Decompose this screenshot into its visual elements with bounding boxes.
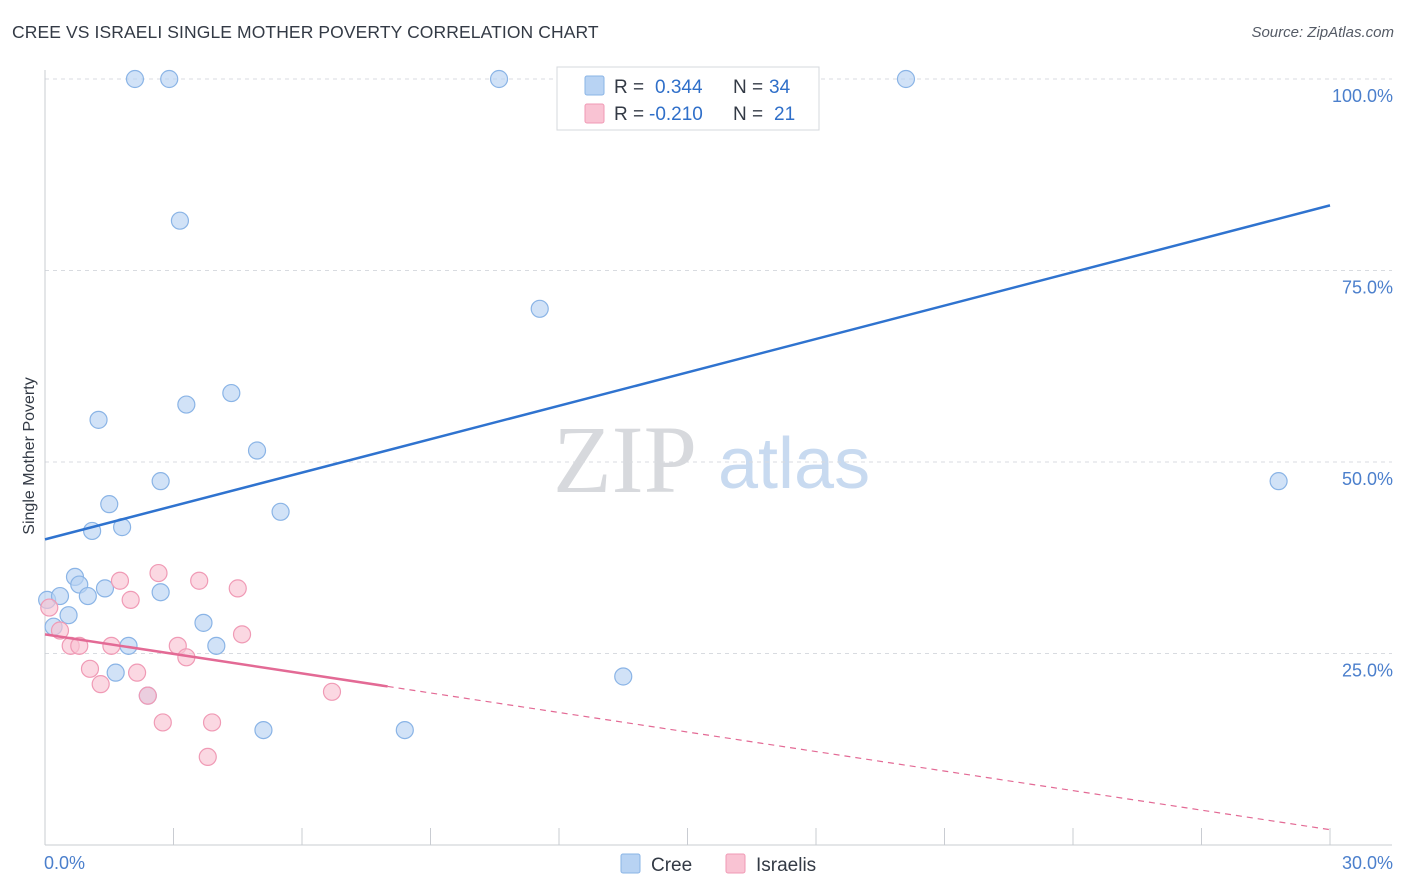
legend-n-label-israelis: N = bbox=[733, 104, 763, 125]
israeli-point-7 bbox=[110, 571, 130, 590]
israelis-series bbox=[40, 563, 342, 767]
legend-n-value-israelis: 21 bbox=[774, 104, 795, 125]
y-axis-label: Single Mother Poverty bbox=[21, 377, 38, 534]
legend-swatch-israelis bbox=[584, 103, 605, 124]
cree-point-2 bbox=[50, 586, 70, 606]
legend-n-value-cree: 34 bbox=[769, 77, 791, 98]
cree-point-30 bbox=[614, 667, 633, 686]
y-tick-label-50: 50.0% bbox=[1342, 469, 1393, 489]
cree-trend-line bbox=[44, 204, 1331, 541]
israeli-point-5 bbox=[91, 675, 110, 694]
cree-point-6 bbox=[78, 586, 97, 606]
legend-r-value-cree: 0.344 bbox=[655, 77, 703, 98]
israeli-point-16 bbox=[198, 747, 217, 767]
israeli-trend-line bbox=[44, 633, 388, 688]
israeli-point-9 bbox=[127, 663, 147, 682]
israeli-point-19 bbox=[232, 625, 252, 644]
watermark-atlas: atlas bbox=[718, 424, 870, 504]
chart-title: CREE VS ISRAELI SINGLE MOTHER POVERTY CO… bbox=[12, 22, 599, 42]
legend-r-label-israelis: R = bbox=[614, 104, 644, 125]
israeli-trend-line-extension bbox=[387, 685, 1331, 831]
israeli-point-20 bbox=[322, 682, 342, 701]
cree-point-25 bbox=[254, 720, 273, 740]
x-axis-ticks bbox=[44, 828, 1331, 845]
bottom-legend-swatch-cree bbox=[620, 853, 641, 874]
correlation-legend: R = 0.344 N = 34 R = -0.210 N = 21 bbox=[556, 66, 820, 131]
cree-point-29 bbox=[530, 299, 549, 318]
israeli-point-10 bbox=[138, 686, 157, 705]
legend-r-label-cree: R = bbox=[614, 77, 644, 98]
cree-point-10 bbox=[100, 495, 119, 514]
cree-point-19 bbox=[170, 211, 190, 230]
legend-swatch-cree bbox=[584, 75, 605, 96]
trend-lines bbox=[44, 204, 1331, 831]
cree-point-20 bbox=[177, 395, 196, 414]
cree-point-26 bbox=[271, 502, 290, 521]
cree-point-21 bbox=[194, 613, 213, 632]
cree-point-27 bbox=[395, 720, 414, 740]
cree-point-9 bbox=[95, 579, 115, 598]
cree-point-33 bbox=[1269, 472, 1288, 491]
israeli-point-15 bbox=[190, 571, 209, 590]
bottom-legend-cree: Cree bbox=[651, 855, 692, 876]
cree-point-14 bbox=[125, 69, 145, 89]
bottom-legend-israelis: Israelis bbox=[756, 855, 816, 876]
cree-point-28 bbox=[489, 69, 509, 89]
grid bbox=[45, 78, 1392, 654]
series-legend: Cree Israelis bbox=[620, 853, 816, 876]
legend-r-value-israelis: -0.210 bbox=[649, 104, 703, 125]
cree-point-16 bbox=[151, 583, 170, 602]
source-credit: Source: ZipAtlas.com bbox=[1251, 24, 1394, 41]
y-tick-label-75: 75.0% bbox=[1342, 278, 1393, 298]
israeli-point-17 bbox=[202, 713, 222, 732]
israeli-point-3 bbox=[70, 636, 89, 655]
y-tick-label-100: 100.0% bbox=[1332, 86, 1393, 106]
cree-point-23 bbox=[222, 383, 241, 403]
bottom-legend-swatch-israelis bbox=[725, 853, 746, 874]
legend-n-label-cree: N = bbox=[733, 77, 763, 98]
cree-point-17 bbox=[151, 472, 170, 491]
watermark-zip: ZIP bbox=[553, 406, 697, 513]
cree-point-11 bbox=[106, 663, 125, 682]
cree-point-22 bbox=[207, 636, 226, 655]
cree-point-24 bbox=[247, 441, 267, 460]
israeli-point-18 bbox=[228, 579, 247, 598]
x-tick-label-min: 0.0% bbox=[44, 853, 85, 873]
x-tick-label-max: 30.0% bbox=[1342, 853, 1393, 873]
israeli-point-8 bbox=[121, 590, 140, 609]
israeli-point-0 bbox=[40, 598, 59, 617]
israeli-point-11 bbox=[149, 563, 168, 583]
cree-point-18 bbox=[160, 69, 179, 89]
cree-point-3 bbox=[59, 606, 78, 625]
y-tick-label-25: 25.0% bbox=[1342, 661, 1393, 681]
cree-point-8 bbox=[89, 410, 108, 429]
y-axis-tick-labels: 25.0% 50.0% 75.0% 100.0% bbox=[1332, 86, 1393, 681]
cree-series bbox=[38, 69, 1288, 740]
cree-point-32 bbox=[896, 69, 916, 89]
watermark: ZIP atlas bbox=[553, 406, 870, 513]
israeli-point-4 bbox=[80, 659, 100, 678]
israeli-point-12 bbox=[153, 713, 172, 732]
